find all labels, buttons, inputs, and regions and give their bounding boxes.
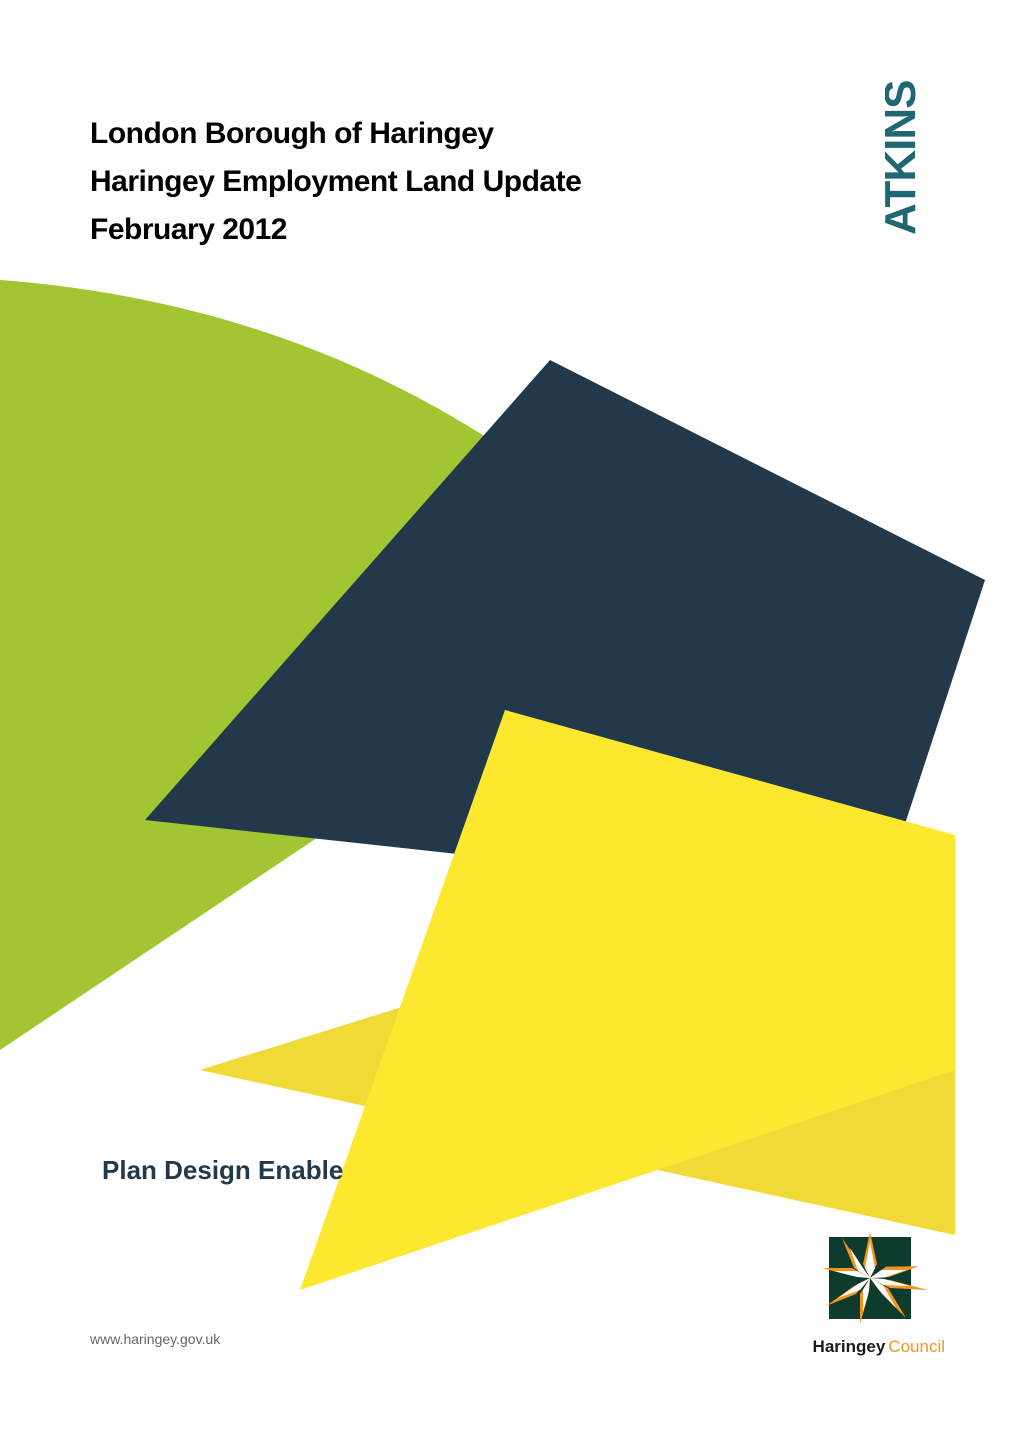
haringey-council-text: HaringeyCouncil bbox=[813, 1337, 945, 1357]
haringey-council-label: Council bbox=[888, 1337, 945, 1356]
title-line-1: London Borough of Haringey bbox=[90, 110, 581, 158]
title-line-2: Haringey Employment Land Update bbox=[90, 158, 581, 206]
title-block: London Borough of Haringey Haringey Empl… bbox=[90, 110, 581, 254]
haringey-starburst-icon bbox=[814, 1229, 944, 1324]
atkins-logo: ATKINS bbox=[885, 60, 945, 245]
website-url: www.haringey.gov.uk bbox=[90, 1331, 220, 1347]
title-line-3: February 2012 bbox=[90, 206, 581, 254]
haringey-council-logo: HaringeyCouncil bbox=[813, 1229, 945, 1357]
haringey-name: Haringey bbox=[813, 1337, 886, 1356]
tagline: Plan Design Enable bbox=[102, 1155, 343, 1186]
atkins-text: ATKINS bbox=[885, 80, 925, 235]
document-cover: London Borough of Haringey Haringey Empl… bbox=[0, 0, 1020, 1442]
